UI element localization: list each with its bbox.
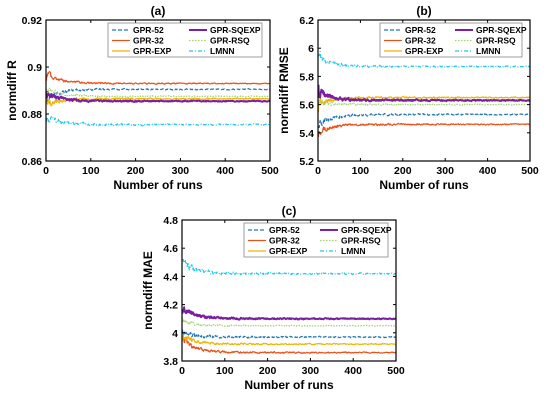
legend-label: GPR-RSQ [341,236,381,246]
y-tick-label: 4.4 [163,271,178,283]
legend-box [379,22,523,58]
panel-title: (a) [151,4,166,18]
legend: GPR-52 GPR-SQEXP GPR-32 GPR-RSQ GPR-EXP LMNN [243,222,392,258]
panel-3: 0 100 200 300 400 500 3.8 4 4.2 4.4 4.6 4.8 Number o… [141,204,405,392]
legend-label: GPR-52 [269,225,300,235]
plot-frame [317,19,531,162]
y-tick-label: 5.4 [299,128,314,140]
y-axis-label: normdiff MAE [141,251,155,330]
legend-label: GPR-52 [133,25,164,35]
series-line-lmnn [45,116,271,127]
legend-label: GPR-32 [405,36,436,46]
legend-label: GPR-RSQ [476,36,516,46]
x-tick-label: 0 [315,165,321,177]
series-line-gpr-52 [45,87,271,102]
series-line-gpr-32 [181,337,397,355]
legend-label: GPR-32 [269,236,300,246]
x-tick-label: 100 [82,165,100,177]
x-tick-label: 200 [259,365,277,377]
y-tick-label: 5.8 [299,71,314,83]
x-tick-label: 300 [436,165,454,177]
series-line-gpr-sqexp [45,91,271,104]
x-tick-label: 400 [479,165,497,177]
series-line-gpr-exp [181,334,397,346]
x-tick-label: 500 [521,165,539,177]
legend: GPR-52 GPR-SQEXP GPR-32 GPR-RSQ GPR-EXP LMNN [379,22,527,58]
x-tick-label: 100 [216,365,234,377]
series-line-gpr-52 [181,329,397,339]
legend-label: LMNN [476,46,501,56]
series-line-gpr-sqexp [181,306,397,321]
legend-box [243,222,389,258]
legend-label: GPR-EXP [133,46,172,56]
y-tick-label: 4.8 [163,215,178,227]
x-tick-label: 0 [43,165,49,177]
legend-box [107,22,263,58]
series-line-gpr-32 [317,122,531,137]
series-line-gpr-exp [45,97,271,107]
plot-frame [45,19,271,162]
series-line-gpr-sqexp [317,84,531,103]
panel-title: (c) [282,204,297,218]
y-tick-label: 0.86 [22,156,43,168]
x-tick-label: 200 [127,165,145,177]
y-tick-label: 6 [308,43,314,55]
panel-2: 0 100 200 300 400 500 5.2 5.4 5.6 5.8 6 6.2 Number o… [277,4,539,192]
x-tick-label: 100 [352,165,370,177]
y-tick-label: 3.8 [163,356,178,368]
x-axis-label: Number of runs [379,178,469,192]
legend-label: LMNN [210,46,235,56]
y-axis-label: normdiff R [5,60,19,121]
y-tick-label: 0.92 [22,15,43,27]
x-tick-label: 400 [344,365,362,377]
legend-label: LMNN [341,246,366,256]
y-tick-label: 6.2 [299,15,314,27]
panel-1: 0 100 200 300 400 500 0.86 0.88 0.9 0.92 Number of… [5,4,279,192]
plot-frame [181,219,397,362]
series-line-gpr-32 [45,70,271,86]
series-line-gpr-rsq [45,87,271,98]
x-tick-label: 500 [261,165,279,177]
series-line-gpr-52 [317,112,531,129]
y-tick-label: 5.2 [299,156,314,168]
x-tick-label: 0 [179,365,185,377]
legend-label: GPR-SQEXP [210,25,261,35]
x-axis-label: Number of runs [244,378,334,392]
x-tick-label: 500 [387,365,405,377]
x-tick-label: 300 [172,165,190,177]
y-tick-label: 5.6 [299,100,314,112]
series-line-lmnn [181,258,397,276]
legend-label: GPR-EXP [269,246,308,256]
legend-label: GPR-EXP [405,46,444,56]
panel-title: (b) [416,4,431,18]
x-axis-label: Number of runs [113,178,203,192]
y-axis-label: normdiff RMSE [277,47,291,134]
series-line-gpr-rsq [181,317,397,328]
x-tick-label: 200 [394,165,412,177]
x-tick-label: 400 [216,165,234,177]
legend: GPR-52 GPR-SQEXP GPR-32 GPR-RSQ GPR-EXP LMNN [107,22,263,58]
y-tick-label: 4 [172,328,178,340]
legend-label: GPR-SQEXP [341,225,392,235]
y-tick-label: 4.6 [163,243,178,255]
legend-label: GPR-RSQ [210,36,250,46]
legend-label: GPR-SQEXP [476,25,527,35]
legend-label: GPR-52 [405,25,436,35]
legend-label: GPR-32 [133,36,164,46]
x-tick-label: 300 [302,365,320,377]
y-tick-label: 4.2 [163,300,178,312]
y-tick-label: 0.9 [27,62,42,74]
y-tick-label: 0.88 [22,109,43,121]
